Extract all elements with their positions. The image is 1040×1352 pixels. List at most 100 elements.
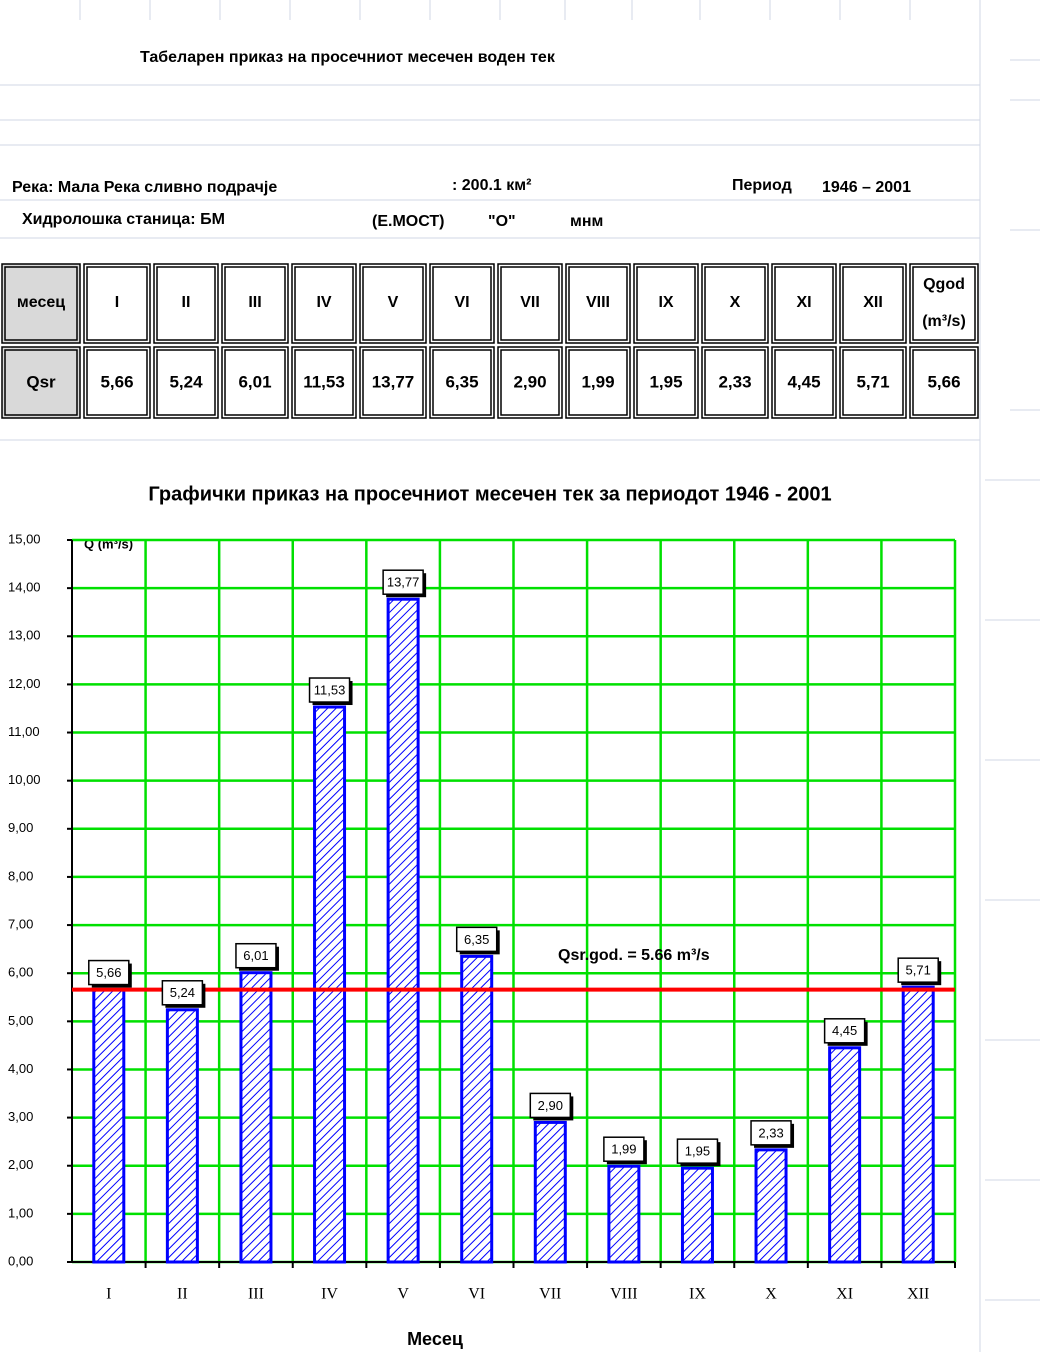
bar xyxy=(239,971,273,1264)
y-tick-label: 8,00 xyxy=(8,868,33,883)
table-cell xyxy=(429,263,495,344)
value-label: 2,90 xyxy=(538,1098,563,1113)
table-cell xyxy=(633,263,699,344)
table-value: 6,35 xyxy=(445,372,478,391)
x-tick-label: VII xyxy=(539,1286,561,1303)
table-cell xyxy=(633,346,699,419)
table-cell xyxy=(565,346,631,419)
table-cell-border xyxy=(86,266,148,341)
bar xyxy=(828,1046,862,1264)
table-cell xyxy=(429,346,495,419)
table-header: VIII xyxy=(586,294,610,311)
table-header: III xyxy=(248,294,261,311)
bar xyxy=(754,1148,788,1264)
table-cell xyxy=(83,346,151,419)
table-header: II xyxy=(182,294,191,311)
table-cell-border xyxy=(774,266,834,341)
table-cell-border xyxy=(432,349,492,416)
x-tick-label: II xyxy=(177,1286,188,1303)
label-box xyxy=(308,677,351,703)
x-tick-label: VI xyxy=(468,1286,485,1303)
table-header: V xyxy=(388,294,399,311)
table-cell-border xyxy=(362,349,424,416)
table-header: IV xyxy=(316,294,331,311)
value-label: 11,53 xyxy=(314,682,346,697)
river: Река: Мала Река сливно подрачје xyxy=(12,179,277,196)
table-cell-border xyxy=(704,266,766,341)
area: : 200.1 км² xyxy=(452,177,531,194)
table-cell xyxy=(701,346,769,419)
table-cell xyxy=(771,346,837,419)
table-cell xyxy=(565,263,631,344)
table-value: 5,66 xyxy=(927,372,960,391)
label-box xyxy=(529,1092,572,1119)
x-tick-label: XI xyxy=(836,1286,853,1303)
table-header: Qgod xyxy=(923,276,965,293)
table-cell-border xyxy=(912,349,976,416)
bar xyxy=(901,985,935,1264)
sheet-title: Табеларен приказ на просечниот месечен в… xyxy=(140,49,556,66)
table-cell xyxy=(221,346,289,419)
chart-title: Графички приказ на просечниот месечен те… xyxy=(148,483,831,505)
table-cell-border xyxy=(4,349,78,416)
value-label: 13,77 xyxy=(387,575,420,590)
bar xyxy=(165,1008,199,1264)
table-cell xyxy=(497,346,563,419)
table-cell-border xyxy=(362,266,424,341)
bar xyxy=(460,954,494,1264)
table-cell-border xyxy=(500,349,560,416)
value-label: 5,24 xyxy=(170,985,195,1000)
label-box xyxy=(823,1018,866,1044)
label-box xyxy=(603,1136,645,1162)
table-cell xyxy=(153,346,219,419)
x-tick-label: XII xyxy=(907,1286,929,1303)
table-value: 1,99 xyxy=(581,372,614,391)
value-label: 5,71 xyxy=(906,963,931,978)
y-tick-label: 5,00 xyxy=(8,1013,33,1028)
table-cell-border xyxy=(568,266,628,341)
bar xyxy=(607,1164,641,1264)
y-tick-label: 0,00 xyxy=(8,1253,33,1268)
table-cell xyxy=(497,263,563,344)
y-tick-label: 10,00 xyxy=(8,772,41,787)
x-tick-label: V xyxy=(397,1286,409,1303)
table-cell-border xyxy=(704,349,766,416)
table-cell-border xyxy=(4,266,78,341)
table-cell-border xyxy=(842,266,904,341)
y-tick-label: 2,00 xyxy=(8,1157,33,1172)
table-header: XI xyxy=(796,294,811,311)
period-label: Период xyxy=(732,177,792,194)
table-value: 1,95 xyxy=(649,372,682,391)
label-box xyxy=(88,959,130,986)
value-label: 1,99 xyxy=(611,1142,636,1157)
bar xyxy=(533,1120,567,1264)
table-value: 2,90 xyxy=(513,372,546,391)
table-value: 13,77 xyxy=(372,372,415,391)
y-tick-label: 6,00 xyxy=(8,965,33,980)
bar xyxy=(386,597,420,1264)
mean-annotation: Qsr.god. = 5.66 m³/s xyxy=(558,947,710,964)
table-cell xyxy=(153,263,219,344)
table-header: IX xyxy=(658,294,673,311)
table-cell xyxy=(359,346,427,419)
label-box xyxy=(382,569,424,595)
label-box xyxy=(161,980,204,1006)
table-cell xyxy=(291,346,357,419)
x-axis-label: Месец xyxy=(407,1329,463,1349)
value-label: 2,33 xyxy=(758,1125,783,1140)
table-cell-border xyxy=(774,349,834,416)
table-value: 5,24 xyxy=(169,372,203,391)
table-value: Qsr xyxy=(26,372,56,391)
table-value: 5,66 xyxy=(100,372,133,391)
value-label: 5,66 xyxy=(96,965,121,980)
table-cell xyxy=(839,263,907,344)
table-header: VII xyxy=(520,294,540,311)
y-tick-label: 7,00 xyxy=(8,917,33,932)
table-cell-border xyxy=(500,266,560,341)
y-tick-label: 3,00 xyxy=(8,1109,33,1124)
bar xyxy=(313,705,347,1264)
y-tick-label: 9,00 xyxy=(8,820,33,835)
table-cell-border xyxy=(224,266,286,341)
table-cell-border xyxy=(294,349,354,416)
